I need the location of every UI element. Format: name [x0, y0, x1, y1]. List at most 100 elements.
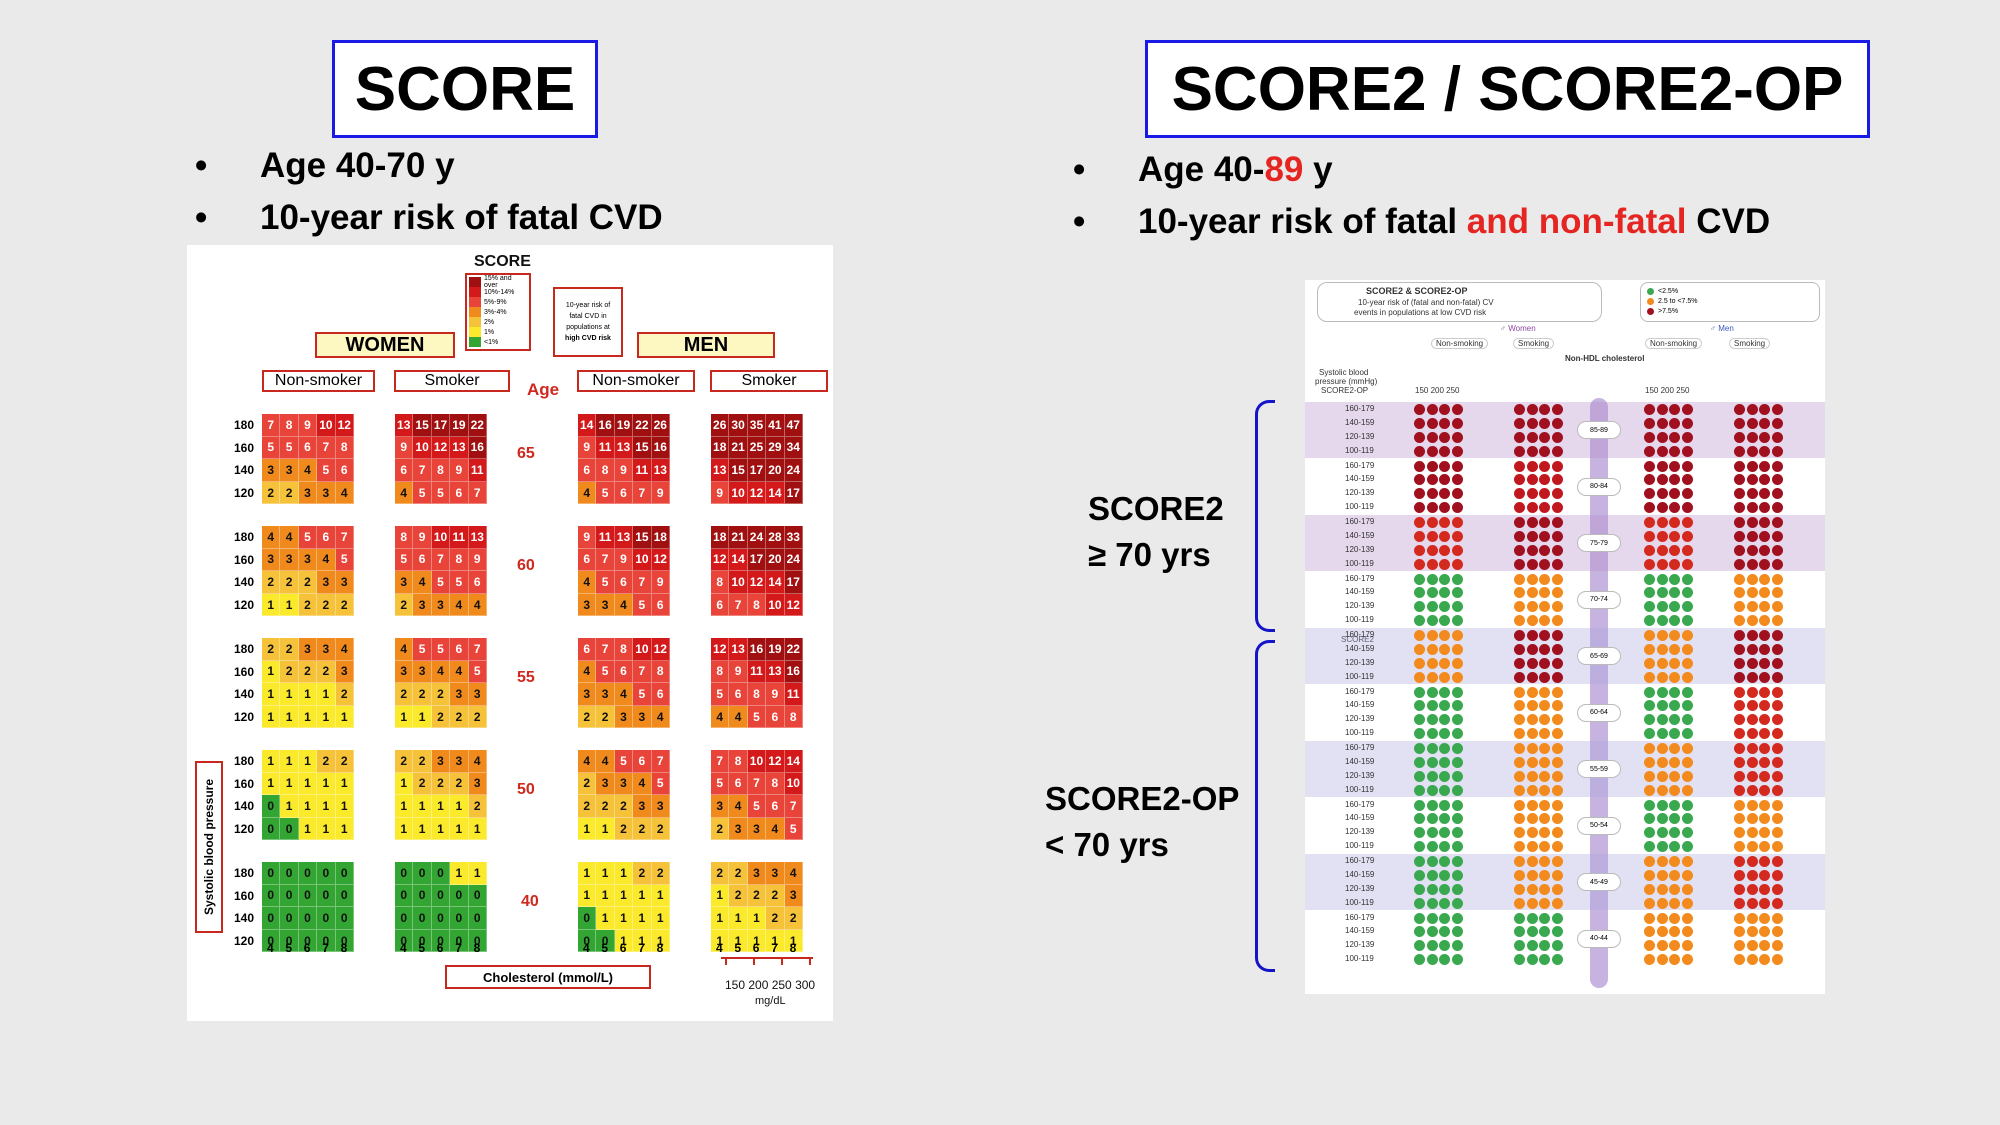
- risk-dot: [1526, 601, 1538, 613]
- risk-cell: 4: [468, 750, 487, 773]
- risk-cell: 5: [431, 481, 451, 505]
- risk-dot: [1539, 573, 1551, 585]
- risk-cell: 14: [729, 548, 748, 572]
- score2-sbp-label: 120-139: [1345, 601, 1375, 611]
- risk-cell: 0: [431, 929, 451, 953]
- risk-cell: 3: [262, 459, 281, 482]
- risk-dot: [1514, 544, 1525, 556]
- risk-dot: [1656, 502, 1668, 514]
- risk-cell: 0: [431, 884, 451, 908]
- risk-dot: [1439, 417, 1451, 429]
- score2op-tag: SCORE2-OP: [1321, 386, 1369, 395]
- risk-dot: [1526, 756, 1538, 768]
- risk-cell: 2: [262, 571, 281, 594]
- risk-dot: [1656, 530, 1668, 542]
- risk-dot: [1514, 714, 1525, 726]
- risk-dot: [1771, 643, 1783, 655]
- risk-cell: 1: [784, 929, 803, 953]
- risk-cell: 6: [633, 750, 652, 773]
- risk-dot: [1551, 728, 1563, 740]
- risk-cell: 13: [614, 436, 634, 460]
- risk-dot: [1759, 700, 1771, 712]
- risk-dot: [1681, 587, 1693, 599]
- risk-dot: [1759, 544, 1771, 556]
- risk-dot: [1759, 558, 1771, 570]
- mgdl-scale-line: [721, 957, 813, 959]
- risk-cell: 2: [298, 593, 318, 617]
- risk-dot: [1656, 544, 1668, 556]
- risk-dot: [1656, 460, 1668, 472]
- bullet-text: 10-year risk of fatal: [1138, 202, 1467, 241]
- risk-dot: [1551, 431, 1563, 443]
- risk-cell: 1: [413, 795, 432, 818]
- risk-dot: [1771, 558, 1783, 570]
- risk-cell: 13: [395, 414, 414, 437]
- score2-legend-item: >7.5%: [1647, 306, 1813, 316]
- risk-cell: 24: [784, 459, 803, 482]
- risk-dot: [1514, 460, 1525, 472]
- risk-dot: [1451, 587, 1463, 599]
- risk-cell: 0: [280, 907, 299, 930]
- risk-dot: [1656, 897, 1668, 909]
- risk-dot: [1759, 714, 1771, 726]
- risk-dot: [1451, 856, 1463, 867]
- risk-cell: 9: [729, 660, 748, 684]
- risk-cell: 6: [729, 772, 748, 796]
- score2-tag: SCORE2: [1341, 635, 1374, 644]
- risk-dot: [1681, 431, 1693, 443]
- score2-sbp-label: 140-159: [1345, 530, 1375, 540]
- risk-cell: 2: [280, 660, 299, 684]
- risk-dot: [1551, 615, 1563, 627]
- risk-dot: [1514, 770, 1525, 782]
- risk-dot: [1514, 926, 1525, 938]
- risk-cell: 0: [431, 862, 451, 885]
- risk-dot: [1771, 404, 1783, 415]
- risk-cell: 10: [413, 436, 432, 460]
- men-smoking-header: Smoking: [1729, 338, 1771, 349]
- risk-dot: [1451, 517, 1463, 528]
- risk-dot: [1551, 714, 1563, 726]
- risk-dot: [1514, 856, 1525, 867]
- score2-dot-grid: [1643, 516, 1693, 572]
- risk-dot: [1539, 827, 1551, 839]
- risk-dot: [1426, 714, 1438, 726]
- risk-dot: [1669, 869, 1681, 881]
- women-smoking-header: Smoking: [1513, 338, 1555, 349]
- risk-cell: 9: [413, 526, 432, 549]
- risk-cell: 1: [298, 772, 318, 796]
- mgdl-tick: [753, 957, 755, 965]
- risk-dot: [1439, 912, 1451, 924]
- age-pill: 60-64: [1577, 703, 1621, 722]
- score-bullet-age: Age 40-70 y: [195, 140, 663, 192]
- risk-dot: [1681, 488, 1693, 500]
- women-nonsmoking-header: Non-smoking: [1431, 338, 1489, 349]
- score2-risk-chart: SCORE2 & SCORE2-OP 10-year risk of (fata…: [1305, 280, 1825, 994]
- risk-cell: 1: [729, 907, 748, 930]
- score-legend-item: 1%: [469, 327, 527, 337]
- risk-cell: 3: [633, 795, 652, 818]
- risk-dot: [1669, 502, 1681, 514]
- risk-cell: 16: [468, 436, 487, 460]
- risk-dot: [1734, 558, 1745, 570]
- risk-cell: 22: [784, 638, 803, 661]
- sbp-row-label: 140: [234, 687, 255, 702]
- risk-cell: 17: [747, 548, 767, 572]
- risk-cell: 2: [729, 862, 748, 885]
- risk-dot: [1551, 827, 1563, 839]
- risk-cell: 7: [262, 414, 281, 437]
- risk-dot: [1539, 856, 1551, 867]
- risk-dot: [1539, 544, 1551, 556]
- score2-bullet-risk: 10-year risk of fatal and non-fatal CVD: [1073, 196, 1770, 248]
- risk-dot: [1451, 756, 1463, 768]
- risk-dot: [1526, 799, 1538, 811]
- score-risk-grid: 18 21 24 28 33 12 14 17 20 24 8 10 12 14 17 6 7 8 10 12: [711, 526, 803, 617]
- score-legend-label: 1%: [484, 328, 495, 336]
- risk-cell: 9: [614, 459, 634, 482]
- risk-dot: [1644, 431, 1655, 443]
- risk-dot: [1644, 856, 1655, 867]
- risk-dot: [1746, 404, 1758, 415]
- risk-dot: [1644, 530, 1655, 542]
- risk-dot: [1426, 869, 1438, 881]
- risk-dot: [1681, 827, 1693, 839]
- score2-dot-grid: [1643, 403, 1693, 459]
